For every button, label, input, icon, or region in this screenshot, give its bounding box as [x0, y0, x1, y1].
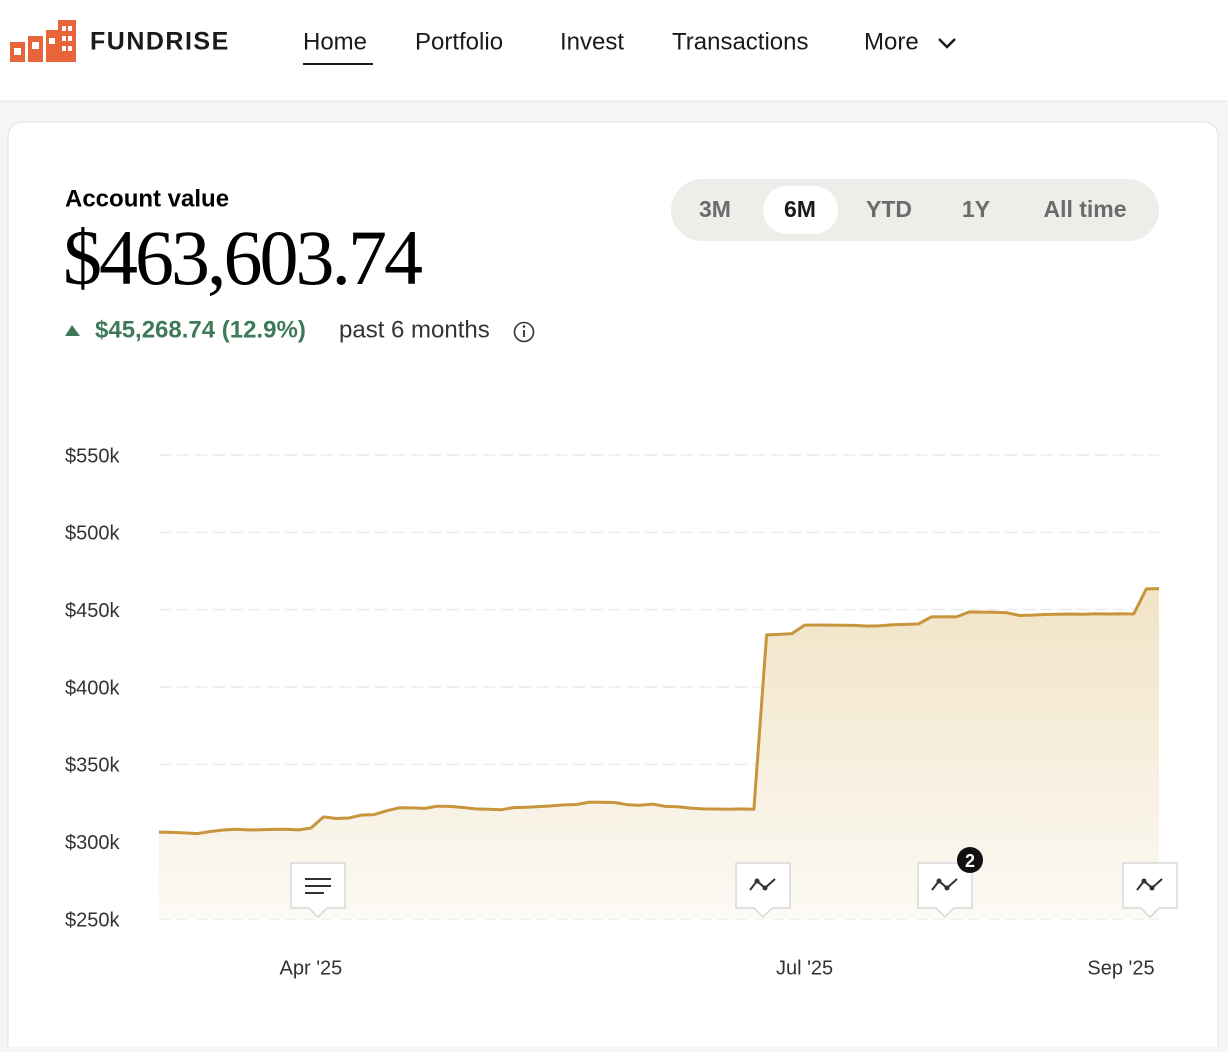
nav-item[interactable]: Invest	[560, 28, 624, 55]
line	[158, 587, 1160, 836]
event-marker[interactable]	[290, 862, 346, 919]
x-tick-label: Jul '25	[776, 957, 833, 979]
range-option[interactable]: 1Y	[962, 196, 990, 222]
info-icon[interactable]	[513, 321, 535, 343]
badge	[957, 847, 983, 873]
account-value: $463,603.74	[63, 214, 422, 301]
y-tick-label: $250k	[65, 909, 120, 931]
nav-item[interactable]: Portfolio	[415, 28, 503, 55]
marker-dot	[1149, 885, 1155, 891]
event-marker[interactable]	[735, 862, 791, 919]
range-selected	[763, 186, 838, 234]
brand[interactable]: FUNDRISE	[90, 28, 230, 56]
marker-icon	[749, 878, 776, 891]
y-tick-label: $300k	[65, 832, 120, 854]
marker-dot	[1141, 878, 1147, 884]
marker-dot	[944, 885, 950, 891]
change: $45,268.74 (12.9%)	[95, 316, 306, 343]
event-marker[interactable]	[1122, 862, 1178, 919]
y-tick-label: $550k	[65, 445, 120, 467]
account-label: Account value	[65, 185, 229, 212]
marker-box	[1122, 862, 1178, 919]
y-tick-label: $400k	[65, 677, 120, 699]
up-arrow	[65, 325, 80, 336]
marker-dot	[754, 878, 760, 884]
marker-dot	[762, 885, 768, 891]
x-tick-label: Sep '25	[1087, 957, 1154, 979]
badge-count: 2	[965, 851, 975, 871]
plot: $250k $300k $350k $400k $450k $500k $550k Apr '…	[65, 445, 1178, 979]
marker-box	[735, 862, 791, 919]
period: past 6 months	[339, 316, 490, 343]
range-option[interactable]: All time	[1043, 196, 1126, 222]
nav-item[interactable]: Home	[303, 28, 367, 55]
nav-item[interactable]: Transactions	[672, 28, 809, 55]
y-tick-label: $450k	[65, 600, 120, 622]
logo[interactable]	[10, 20, 76, 62]
event-marker[interactable]: 2	[917, 847, 983, 919]
header	[0, 0, 1228, 101]
area	[159, 588, 1159, 919]
range-option[interactable]: YTD	[866, 196, 912, 222]
marker-box	[290, 862, 346, 919]
range-option[interactable]: 3M	[699, 196, 731, 222]
x-tick-label: Apr '25	[280, 957, 343, 979]
chevron[interactable]	[938, 38, 956, 49]
y-tick-label: $500k	[65, 523, 120, 545]
range-option[interactable]: 6M	[784, 196, 816, 222]
marker-icon	[1136, 878, 1163, 891]
marker-dot	[936, 878, 942, 884]
y-tick-label: $350k	[65, 755, 120, 777]
marker-icon	[931, 878, 958, 891]
nav-item[interactable]: More	[864, 28, 919, 55]
